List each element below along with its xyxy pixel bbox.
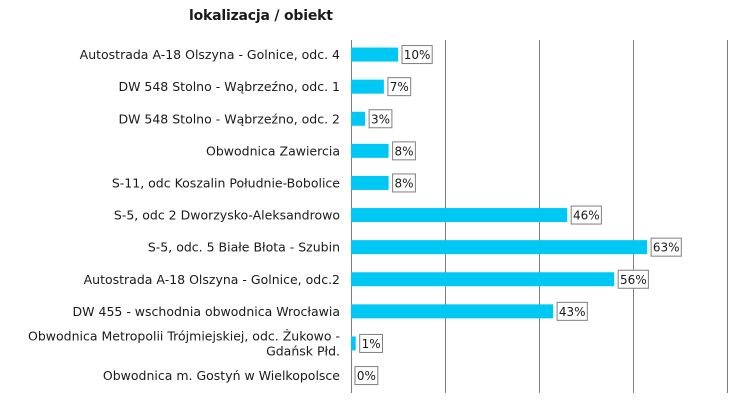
category-label-line: Autostrada A-18 Olszyna - Golnice, odc.2 (84, 272, 340, 287)
data-label: 43% (559, 305, 586, 319)
data-label: 63% (653, 241, 680, 255)
category-label-line: DW 548 Stolno - Wąbrzeźno, odc. 2 (118, 111, 340, 126)
data-label: 56% (620, 273, 647, 287)
category-label-line: Gdańsk Płd. (266, 343, 340, 358)
category-label: Obwodnica m. Gostyń w Wielkopolsce (103, 368, 340, 383)
bar (351, 208, 568, 223)
data-label-box (392, 141, 416, 161)
category-label-line: Obwodnica Metropolii Trójmiejskiej, odc.… (28, 328, 340, 343)
category-label: DW 548 Stolno - Wąbrzeźno, odc. 1 (118, 79, 340, 94)
bar (351, 111, 366, 126)
category-label-line: S-5, odc 2 Dworzysko-Aleksandrowo (114, 208, 340, 223)
data-label-box (556, 301, 588, 321)
data-label: 10% (404, 48, 431, 62)
bar (351, 47, 398, 62)
category-label-line: S-11, odc Koszalin Południe-Bobolice (112, 175, 340, 190)
category-label: Obwodnica Metropolii Trójmiejskiej, odc.… (28, 328, 340, 358)
bar (351, 175, 389, 190)
data-label-box (387, 77, 412, 97)
data-label-box (359, 333, 384, 353)
category-label: DW 455 - wschodnia obwodnica Wrocławia (73, 304, 340, 319)
bar (351, 79, 384, 94)
category-label: Obwodnica Zawiercia (206, 143, 340, 158)
category-label-line: DW 548 Stolno - Wąbrzeźno, odc. 1 (118, 79, 340, 94)
data-label-box (570, 205, 602, 225)
data-label: 46% (573, 209, 600, 223)
data-label: 8% (394, 176, 413, 190)
bar (351, 336, 356, 351)
category-label-line: S-5, odc. 5 Białe Błota - Szubin (148, 240, 340, 255)
bar (351, 240, 648, 255)
data-label-box (617, 269, 649, 289)
data-label: 3% (371, 112, 390, 126)
category-label: DW 548 Stolno - Wąbrzeźno, odc. 2 (118, 111, 340, 126)
data-label: 1% (362, 337, 381, 351)
category-label: Autostrada A-18 Olszyna - Golnice, odc. … (80, 47, 340, 62)
category-label: Autostrada A-18 Olszyna - Golnice, odc.2 (84, 272, 340, 287)
bar (351, 143, 389, 158)
category-label: S-5, odc. 5 Białe Błota - Szubin (148, 240, 340, 255)
category-label-line: DW 455 - wschodnia obwodnica Wrocławia (73, 304, 340, 319)
bar (351, 272, 615, 287)
data-label-box (368, 109, 393, 129)
chart-title: lokalizacja / obiekt (189, 8, 333, 24)
bar (351, 304, 554, 319)
category-label: S-11, odc Koszalin Południe-Bobolice (112, 175, 340, 190)
category-label-line: Obwodnica m. Gostyń w Wielkopolsce (103, 368, 340, 383)
data-label: 0% (357, 369, 376, 383)
category-label-line: Autostrada A-18 Olszyna - Golnice, odc. … (80, 47, 340, 62)
data-label: 8% (394, 144, 413, 158)
category-label-line: Obwodnica Zawiercia (206, 143, 340, 158)
data-label-box (401, 45, 433, 65)
data-label-box (392, 173, 416, 193)
data-label-box (354, 366, 379, 386)
category-label: S-5, odc 2 Dworzysko-Aleksandrowo (114, 208, 340, 223)
data-label-box (650, 237, 682, 257)
data-label: 7% (390, 80, 409, 94)
